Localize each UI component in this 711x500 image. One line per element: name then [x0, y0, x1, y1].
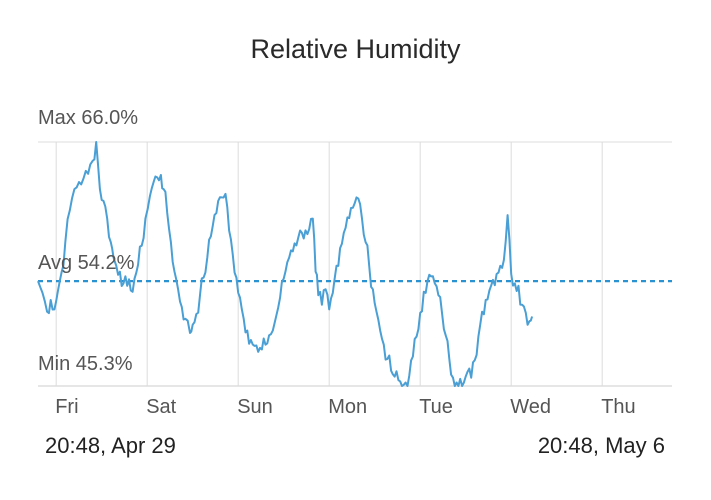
x-tick-label: Sat — [146, 396, 176, 418]
range-end-label: 20:48, May 6 — [537, 433, 665, 458]
avg-label: Avg 54.2% — [38, 252, 135, 274]
x-tick-label: Sun — [237, 396, 273, 418]
humidity-series-line — [37, 141, 534, 387]
x-tick-label: Wed — [510, 396, 551, 418]
chart-title: Relative Humidity — [250, 34, 461, 64]
max-label: Max 66.0% — [38, 107, 139, 129]
min-label: Min 45.3% — [38, 353, 133, 375]
x-tick-label: Thu — [601, 396, 635, 418]
range-start-label: 20:48, Apr 29 — [45, 433, 176, 458]
x-tick-label: Fri — [55, 396, 78, 418]
x-tick-label: Mon — [328, 396, 367, 418]
x-tick-label: Tue — [419, 396, 453, 418]
